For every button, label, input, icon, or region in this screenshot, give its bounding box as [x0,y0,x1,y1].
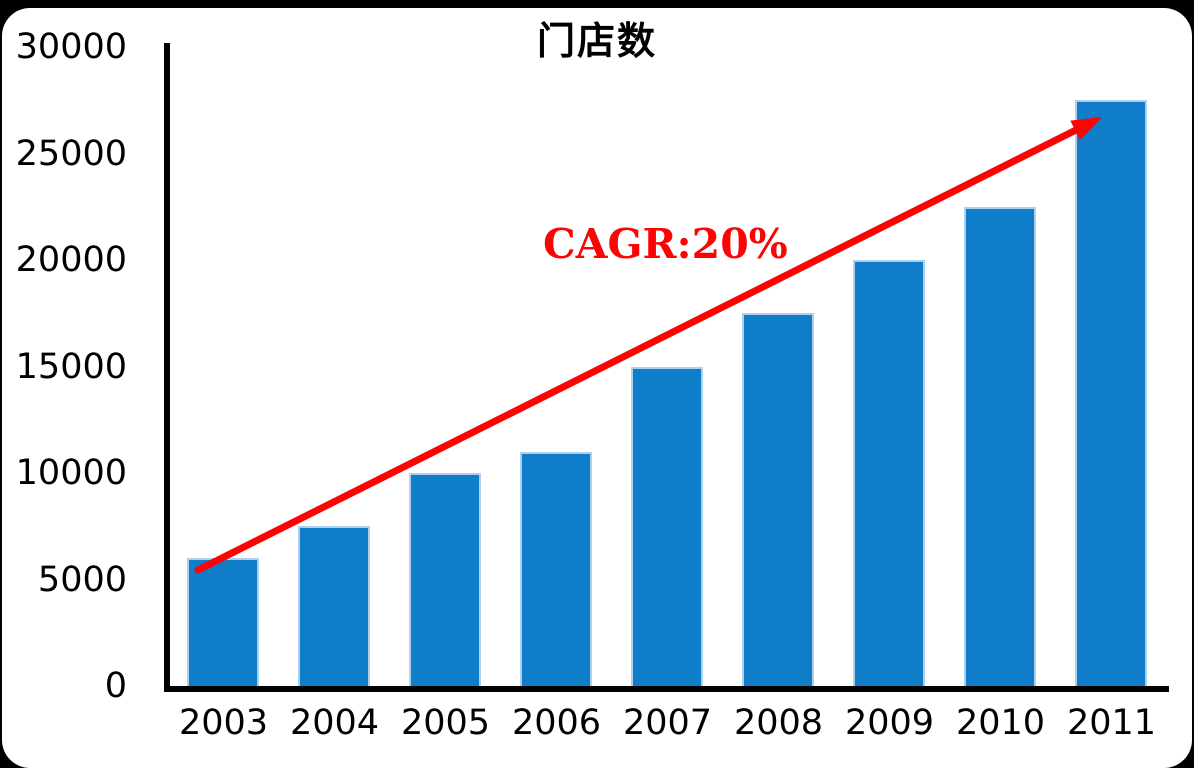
chart-title: 门店数 [536,19,657,63]
bar-2010 [964,206,1036,686]
x-tick-label-2010: 2010 [955,703,1046,743]
bar-2009 [853,260,925,686]
x-tick-label-2005: 2005 [400,703,491,743]
bar-2008 [742,313,814,686]
x-tick-label-2008: 2008 [733,703,824,743]
y-tick-label-20000: 20000 [15,240,127,280]
bar-2006 [520,451,592,686]
bar-2005 [409,473,481,686]
y-tick-label-30000: 30000 [15,27,127,67]
x-tick-label-2011: 2011 [1066,703,1157,743]
cagr-annotation: CAGR:20% [543,220,788,268]
x-tick-label-2009: 2009 [844,703,935,743]
y-axis-line [164,43,170,692]
y-tick-label-10000: 10000 [15,453,127,493]
bar-2011 [1075,100,1147,686]
x-tick-label-2007: 2007 [622,703,713,743]
y-tick-label-15000: 15000 [15,346,127,387]
x-tick-label-2004: 2004 [289,703,380,743]
bar-2007 [631,366,703,686]
x-axis-line [164,686,1169,692]
y-tick-label-5000: 5000 [37,559,127,600]
bar-2003 [187,558,259,686]
x-tick-label-2006: 2006 [511,703,602,743]
y-tick-label-0: 0 [104,666,127,706]
y-tick-label-25000: 25000 [15,133,127,174]
bar-2004 [298,526,370,686]
x-tick-label-2003: 2003 [178,703,269,743]
